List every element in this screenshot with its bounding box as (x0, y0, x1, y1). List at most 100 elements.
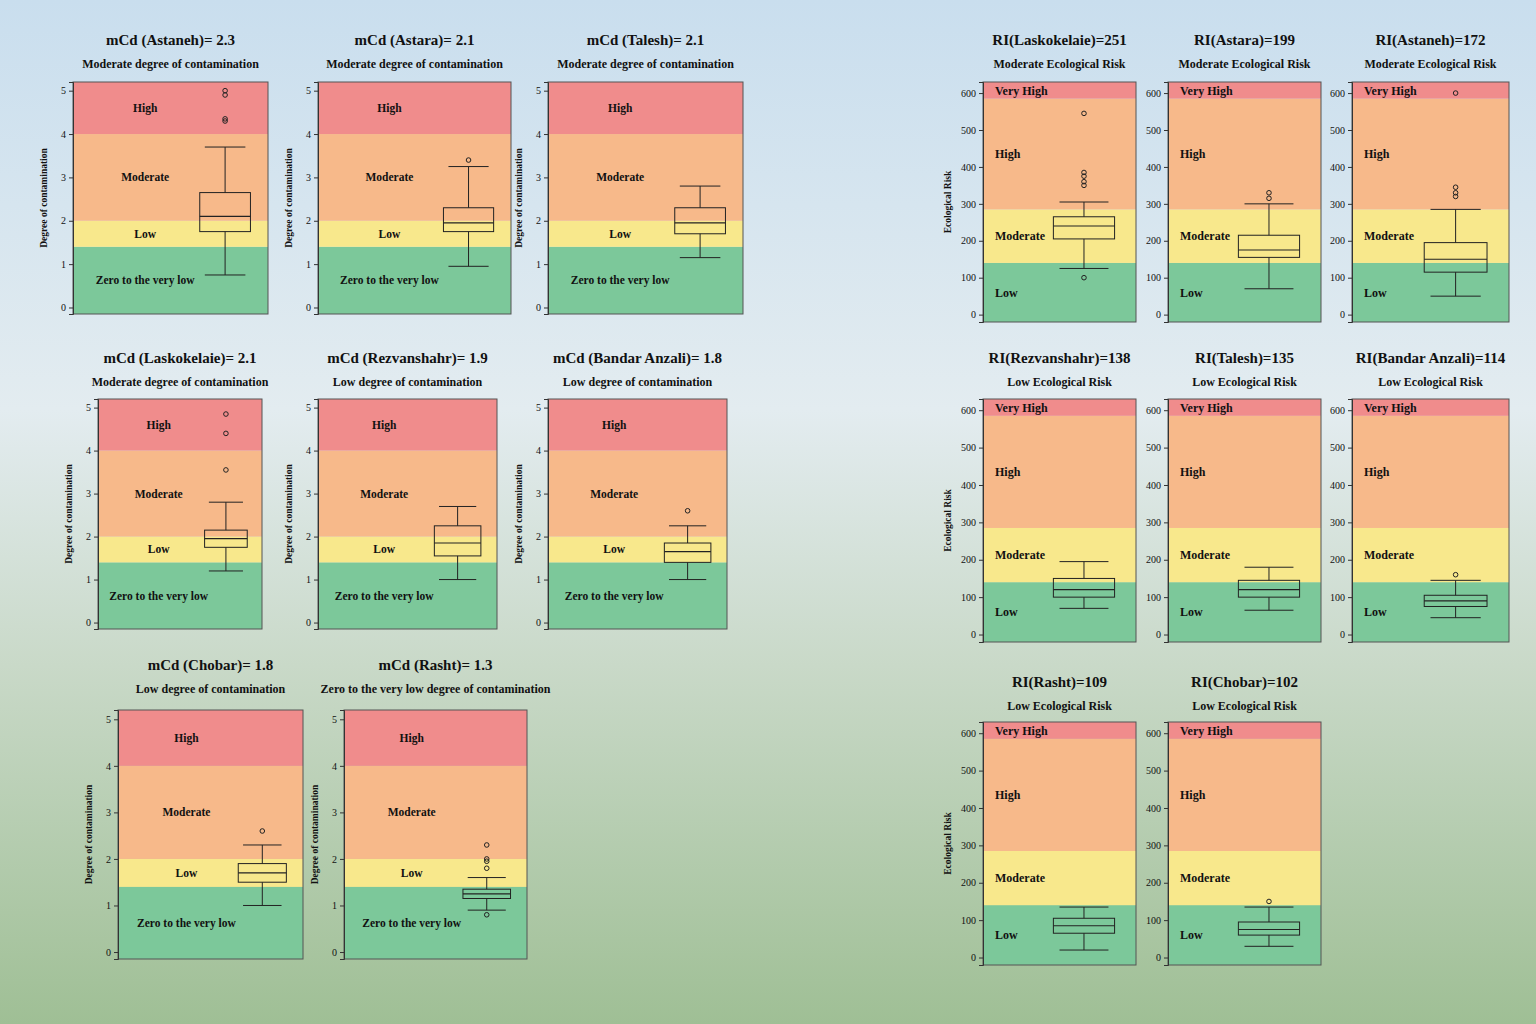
whisker-cap (1245, 567, 1294, 568)
tick-mark (979, 771, 983, 772)
tick-label: 0 (306, 302, 311, 313)
tick-mark (1348, 635, 1352, 636)
subtitle: Low degree of contamination (136, 682, 286, 696)
whisker-low (1455, 272, 1456, 296)
band (98, 399, 262, 451)
tick: 5 (86, 402, 98, 413)
y-axis: 012345 (536, 83, 549, 315)
tick-mark (114, 859, 118, 860)
band (548, 562, 727, 629)
band-label: High (608, 102, 633, 115)
tick-mark (544, 580, 548, 581)
band (98, 451, 262, 537)
band (1168, 263, 1321, 322)
panel: Zero to the very lowLowModerateHigh01234… (514, 350, 727, 630)
tick-label: 3 (332, 807, 337, 818)
band-label: Moderate (1364, 548, 1415, 562)
tick-mark (1164, 958, 1168, 959)
median (1424, 600, 1487, 601)
plot-frame (548, 82, 743, 314)
whisker-cap (243, 844, 281, 845)
band-label: Zero to the very low (565, 590, 664, 603)
subtitle: Moderate Ecological Risk (1365, 57, 1497, 71)
tick-label: 1 (306, 574, 311, 585)
band-labels: Zero to the very lowLowModerateHigh (335, 419, 434, 603)
median (205, 538, 248, 539)
band (344, 710, 527, 766)
band (983, 82, 1136, 99)
y-axis-title: Ecological Risk (943, 812, 953, 875)
tick: 0 (106, 947, 118, 958)
band-label: Moderate (596, 171, 644, 183)
median (1424, 259, 1487, 260)
tick: 1 (332, 900, 344, 911)
tick: 3 (306, 488, 318, 499)
tick-label: 1 (106, 900, 111, 911)
tick-label: 0 (61, 302, 66, 313)
tick: 300 (961, 199, 983, 210)
whisker-low (225, 547, 226, 571)
outlier (1453, 185, 1458, 190)
whisker-low (687, 562, 688, 579)
band-label: High (133, 102, 158, 115)
axis-line (314, 83, 319, 315)
tick: 600 (1330, 88, 1352, 99)
box (200, 193, 251, 232)
band (1168, 905, 1321, 965)
tick-label: 2 (536, 215, 541, 226)
band (548, 451, 727, 537)
whisker-cap (448, 266, 488, 267)
band-label: Moderate (1180, 229, 1231, 243)
median (1238, 929, 1299, 930)
tick-mark (544, 623, 548, 624)
box (1053, 918, 1114, 933)
tick: 0 (306, 617, 318, 628)
title: mCd (Bandar Anzali)= 1.8 (553, 350, 722, 367)
band-label: Very High (995, 724, 1048, 738)
outlier (484, 912, 489, 917)
band (1168, 416, 1321, 528)
tick: 1 (536, 259, 548, 270)
box (238, 864, 286, 883)
whisker-low (486, 898, 487, 910)
tick-label: 300 (961, 199, 976, 210)
axis-line (544, 400, 549, 630)
whisker-high (700, 186, 701, 208)
tick-mark (314, 580, 318, 581)
tick: 0 (332, 947, 344, 958)
axis-line (69, 83, 74, 315)
title: mCd (Astara)= 2.1 (355, 32, 475, 49)
band (983, 739, 1136, 851)
tick-mark (979, 635, 983, 636)
tick: 500 (1330, 442, 1352, 453)
tick-mark (69, 134, 73, 135)
outlier (1453, 572, 1458, 577)
tick-label: 4 (536, 129, 541, 140)
tick-mark (314, 177, 318, 178)
tick-label: 5 (332, 714, 337, 725)
tick: 400 (1330, 162, 1352, 173)
band-label: Low (1180, 286, 1203, 300)
band (73, 247, 268, 314)
axis-line (1164, 723, 1169, 966)
tick: 500 (961, 125, 983, 136)
tick: 400 (961, 162, 983, 173)
band-label: Moderate (590, 488, 638, 500)
band-label: Moderate (1180, 871, 1231, 885)
y-axis-title: Ecological Risk (943, 489, 953, 552)
whisker-high (457, 506, 458, 525)
band-label: Zero to the very low (362, 917, 461, 930)
y-axis: 012345 (536, 400, 549, 630)
tick-mark (1348, 448, 1352, 449)
tick-mark (94, 580, 98, 581)
whisker-low (700, 234, 701, 258)
tick: 4 (306, 129, 318, 140)
tick-label: 100 (961, 272, 976, 283)
outlier (466, 158, 471, 163)
tick: 3 (306, 172, 318, 183)
band-labels: Zero to the very lowLowModerateHigh (362, 732, 461, 930)
axis-line (979, 400, 984, 643)
tick: 300 (961, 840, 983, 851)
whisker-cap (669, 579, 706, 580)
tick: 100 (1146, 272, 1168, 283)
